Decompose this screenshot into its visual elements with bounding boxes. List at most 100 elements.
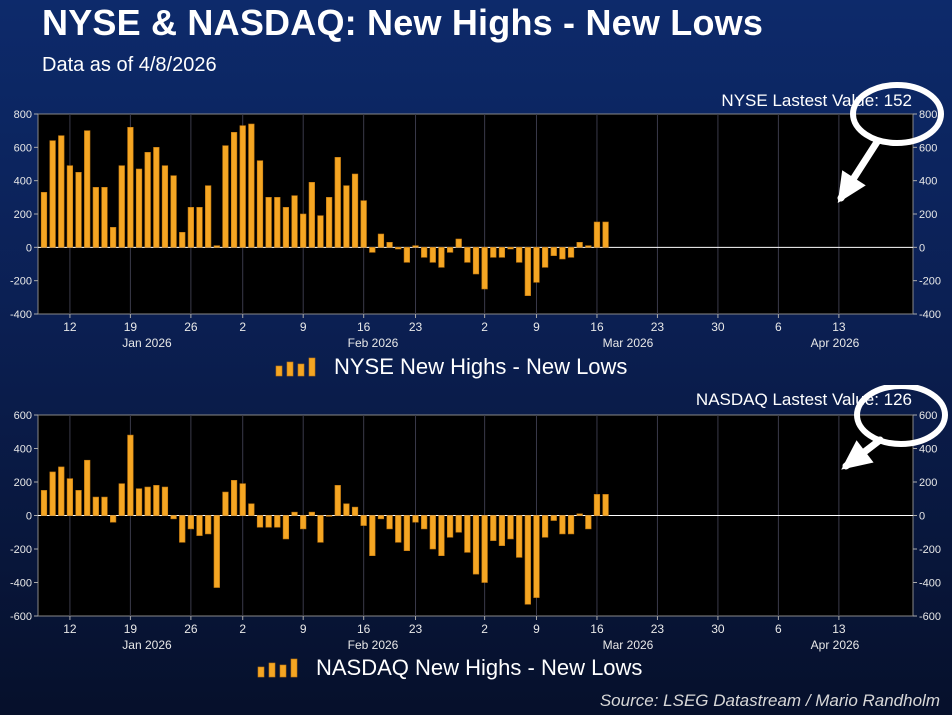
- nasdaq-bar: [248, 503, 255, 516]
- nasdaq-xtick-label: 23: [651, 622, 665, 636]
- nyse-bar: [507, 247, 514, 250]
- nasdaq-ytick-label-right: -400: [919, 578, 941, 590]
- nyse-ytick-label-left: -200: [10, 276, 32, 288]
- nyse-bar: [230, 132, 238, 248]
- nasdaq-bar: [196, 515, 203, 536]
- nasdaq-ytick-label-right: 600: [919, 410, 937, 422]
- nyse-bar: [291, 195, 298, 248]
- nasdaq-ytick-label-left: -400: [10, 578, 32, 590]
- nyse-bar: [516, 247, 523, 263]
- nyse-xtick-label: 16: [357, 320, 371, 334]
- nasdaq-bar: [464, 515, 471, 553]
- nyse-ytick-label-left: -400: [10, 309, 32, 321]
- nasdaq-bar: [101, 496, 108, 516]
- nyse-xtick-label: 12: [63, 320, 77, 334]
- nyse-bar: [308, 182, 315, 248]
- nasdaq-ytick-label-left: -200: [10, 544, 32, 556]
- nyse-bar: [66, 165, 74, 248]
- page-subtitle: Data as of 4/8/2026: [42, 54, 217, 76]
- nasdaq-bar: [533, 515, 540, 598]
- nyse-bar: [248, 123, 255, 248]
- nasdaq-bar: [334, 485, 341, 516]
- nyse-bar: [386, 242, 393, 248]
- nasdaq-bar: [205, 515, 212, 535]
- nyse-bar: [550, 247, 557, 256]
- nasdaq-bar: [110, 515, 117, 523]
- nyse-bar: [153, 147, 160, 248]
- nyse-bar: [274, 197, 281, 248]
- nasdaq-highlight-circle: [854, 385, 948, 447]
- nasdaq-bar: [542, 515, 549, 538]
- nasdaq-latest-value-label: NASDAQ Lastest Value: 126: [696, 390, 912, 409]
- nasdaq-bar: [507, 515, 514, 540]
- nyse-bar: [438, 247, 445, 268]
- nyse-legend-swatch: [308, 357, 316, 377]
- nyse-bar: [222, 145, 229, 248]
- nasdaq-bar: [49, 471, 56, 516]
- nyse-ytick-label-left: 400: [14, 176, 32, 188]
- nasdaq-xtick-label: 16: [357, 622, 371, 636]
- nyse-ytick-label-right: -400: [919, 309, 941, 321]
- nyse-bar: [585, 245, 592, 248]
- nasdaq-bar: [351, 506, 359, 516]
- nyse-bar: [593, 221, 601, 248]
- nyse-bar: [75, 172, 82, 248]
- nyse-bar: [412, 245, 419, 248]
- nasdaq-month-label: Apr 2026: [811, 638, 860, 652]
- nasdaq-bar: [239, 483, 246, 516]
- nyse-bar: [256, 160, 264, 248]
- nyse-xtick-label: 9: [300, 320, 307, 334]
- nasdaq-bar: [135, 488, 143, 516]
- nyse-ytick-label-left: 800: [14, 109, 32, 121]
- nyse-bar: [92, 187, 99, 248]
- nasdaq-chart: -600 -600 -400 -400 -200 -200 0 0 200 200 400 400 60…: [10, 385, 948, 680]
- nyse-bar: [58, 135, 65, 248]
- nasdaq-bar: [179, 515, 186, 543]
- nyse-bar: [403, 247, 410, 263]
- nasdaq-bar: [213, 515, 220, 588]
- nasdaq-xtick-label: 12: [63, 622, 77, 636]
- nyse-bar: [300, 213, 307, 248]
- nyse-bar: [455, 238, 462, 248]
- nyse-bar: [196, 207, 203, 248]
- nasdaq-bar: [576, 513, 583, 516]
- nyse-bar: [567, 247, 575, 258]
- nyse-bar: [369, 247, 376, 253]
- nasdaq-bar: [326, 515, 333, 517]
- nyse-ytick-label-right: 200: [919, 209, 937, 221]
- nasdaq-month-label: Feb 2026: [348, 638, 399, 652]
- nyse-latest-value-label: NYSE Lastest Value: 152: [721, 91, 912, 110]
- nyse-bar: [213, 245, 220, 248]
- source-footnote: Source: LSEG Datastream / Mario Randholm: [599, 691, 940, 710]
- nyse-bar: [533, 247, 540, 283]
- nasdaq-ytick-label-left: 200: [14, 477, 32, 489]
- nasdaq-bar: [386, 515, 393, 530]
- nyse-chart: -400 -400 -200 -200 0 0 200 200 400 400 600 600 800 8…: [10, 82, 944, 379]
- nyse-bar: [40, 192, 48, 248]
- nyse-xtick-label: 9: [533, 320, 540, 334]
- nyse-ytick-label-left: 200: [14, 209, 32, 221]
- nyse-bar: [135, 168, 143, 248]
- nasdaq-bar: [377, 515, 385, 520]
- nasdaq-bar: [282, 515, 290, 540]
- nasdaq-month-label: Jan 2026: [122, 638, 172, 652]
- nasdaq-xtick-label: 13: [832, 622, 846, 636]
- nasdaq-bar: [118, 483, 125, 516]
- nasdaq-bar: [369, 515, 376, 557]
- nyse-legend-swatch: [275, 365, 283, 377]
- nasdaq-xtick-label: 9: [300, 622, 307, 636]
- nasdaq-bar: [317, 515, 324, 543]
- nyse-month-label: Jan 2026: [122, 336, 172, 350]
- nyse-bar: [472, 247, 480, 275]
- nasdaq-xtick-label: 2: [239, 622, 246, 636]
- nasdaq-bar: [170, 515, 177, 520]
- nyse-xtick-label: 2: [481, 320, 488, 334]
- nasdaq-xtick-label: 30: [711, 622, 725, 636]
- nyse-bar: [446, 247, 454, 253]
- nasdaq-month-label: Mar 2026: [603, 638, 654, 652]
- nyse-ytick-label-right: 0: [919, 242, 925, 254]
- nasdaq-arrow-head: [841, 440, 874, 470]
- nyse-bar: [559, 247, 566, 260]
- nasdaq-bar: [127, 434, 134, 516]
- nasdaq-legend-swatch: [290, 658, 298, 678]
